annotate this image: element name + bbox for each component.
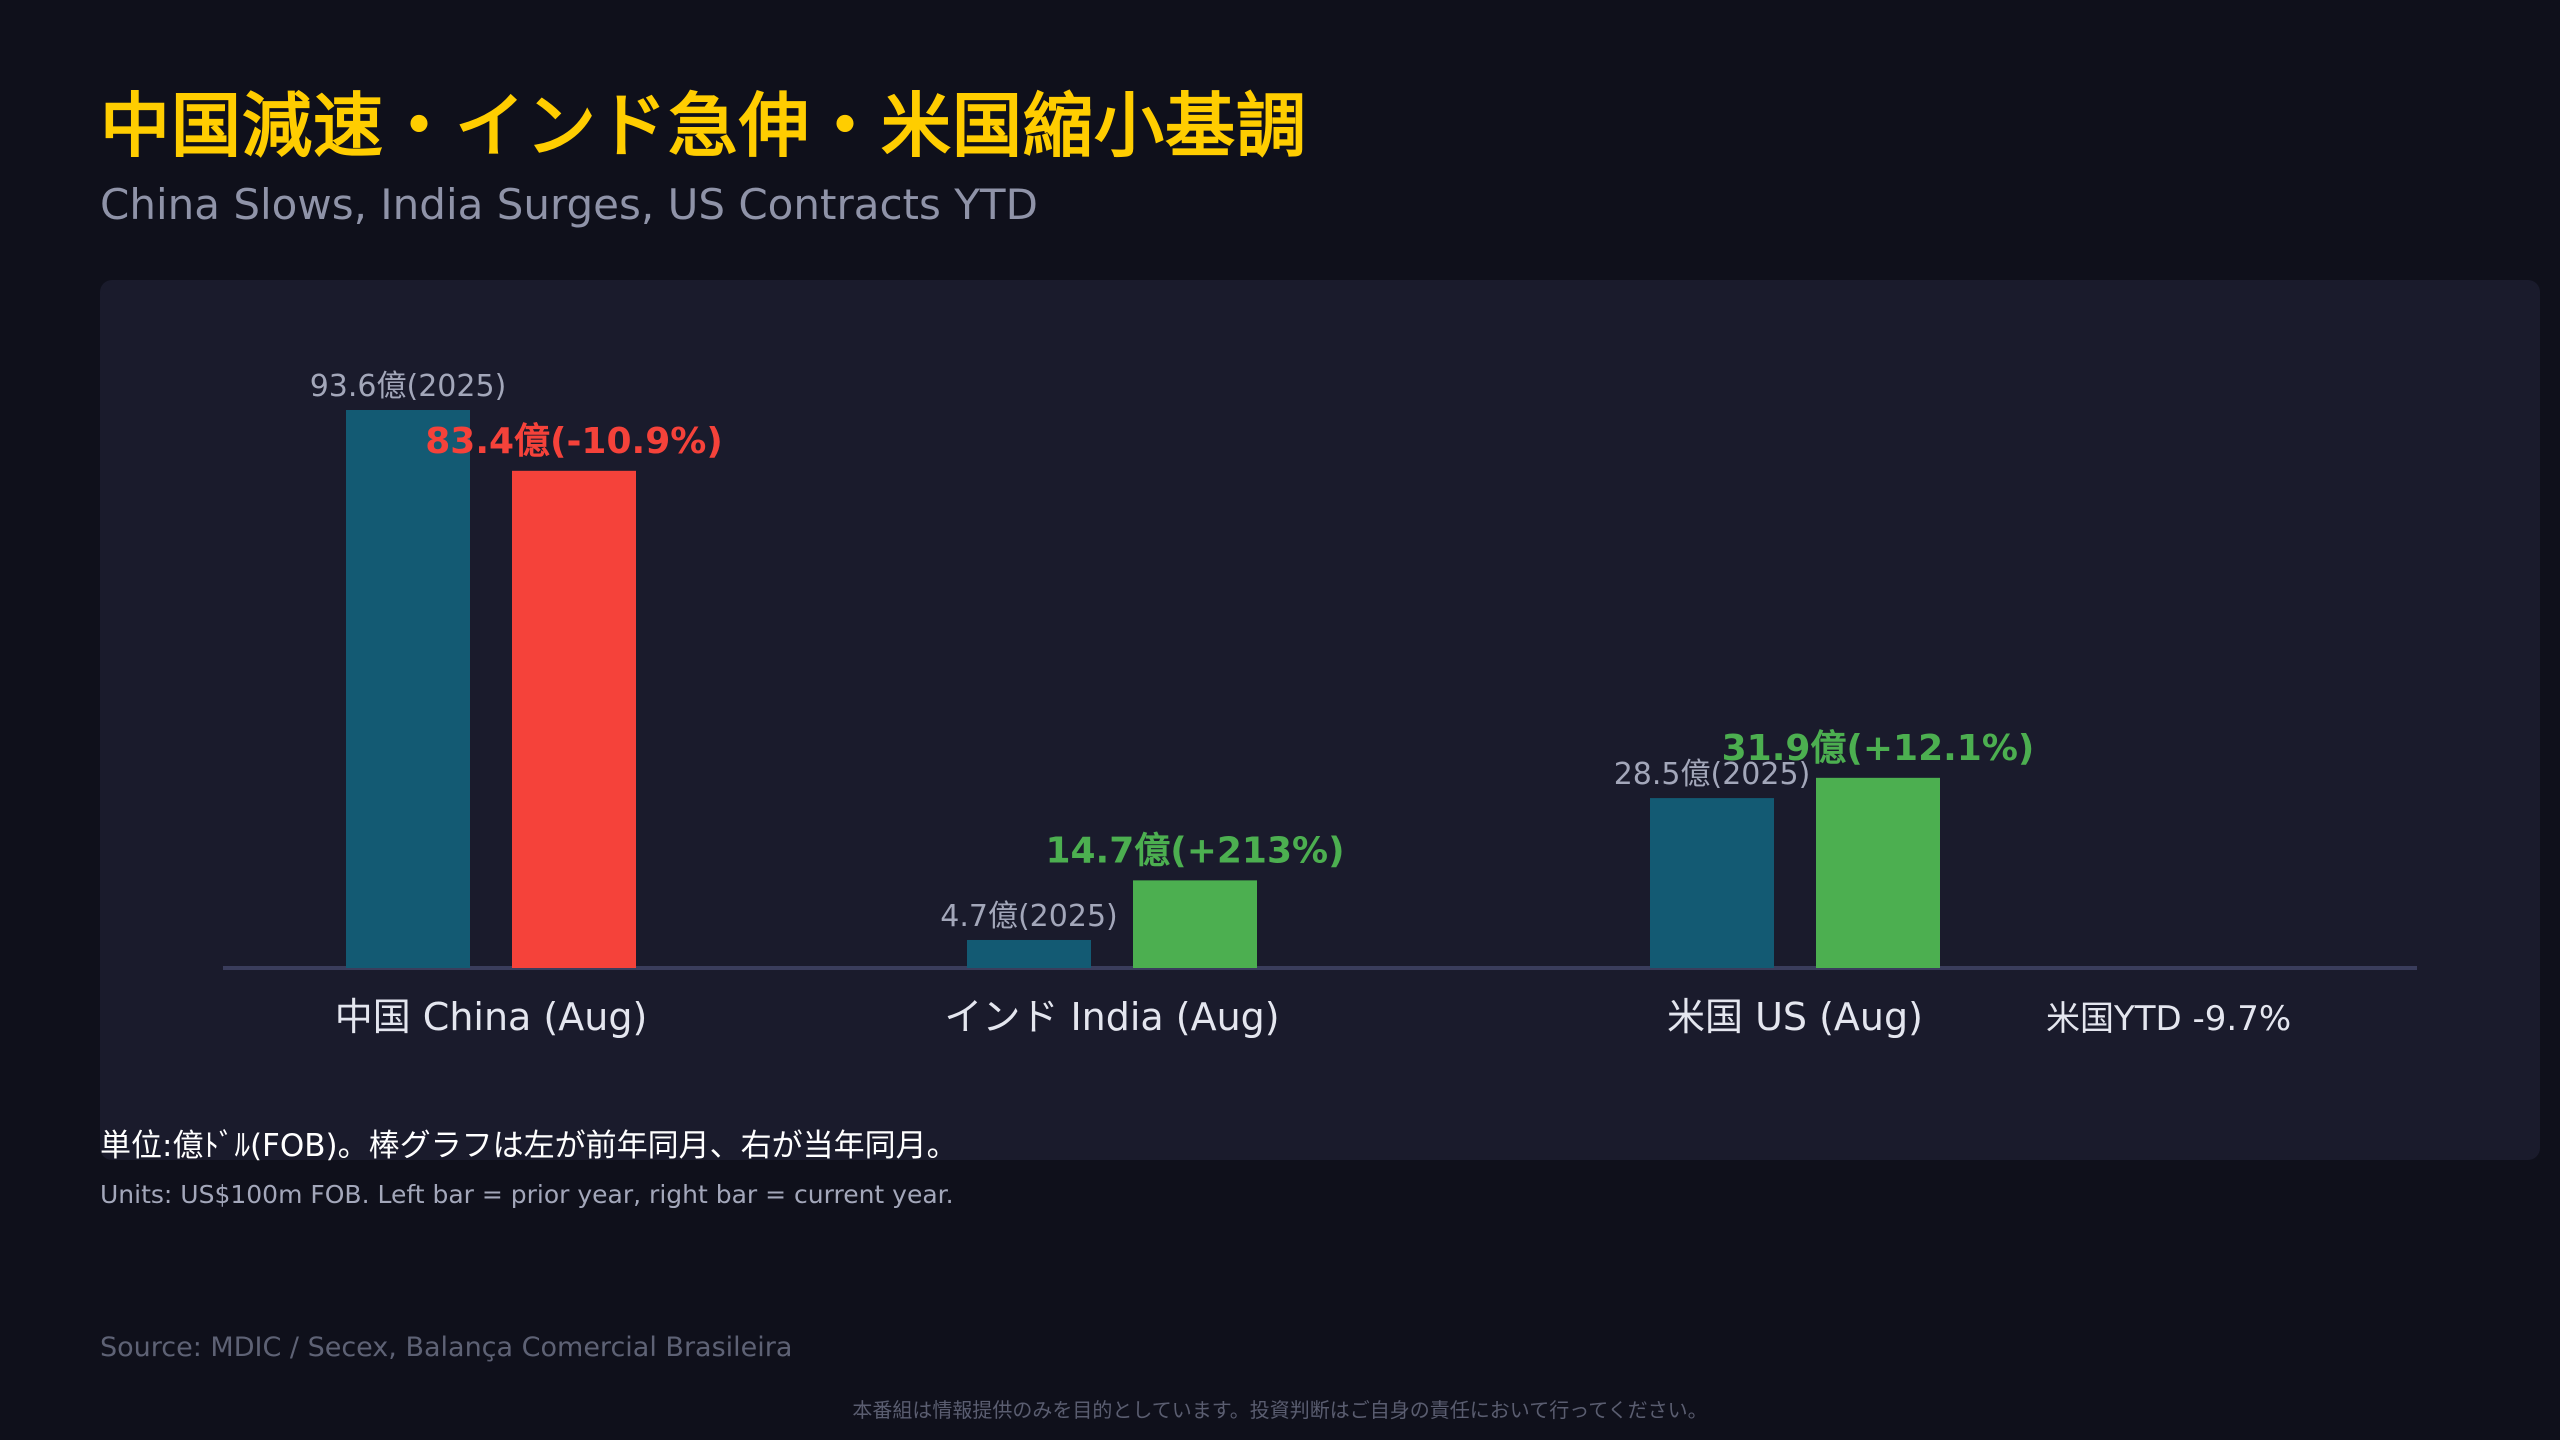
- data-label-current: 14.7億(+213%): [1045, 830, 1344, 871]
- data-label-prior: 28.5億(2025): [1614, 757, 1811, 792]
- data-label-prior: 93.6億(2025): [310, 369, 507, 404]
- data-label-prior: 4.7億(2025): [940, 899, 1117, 934]
- data-label-current: 83.4億(-10.9%): [425, 421, 723, 462]
- data-label-current: 31.9億(+12.1%): [1722, 728, 2035, 769]
- page-subtitle: China Slows, India Surges, US Contracts …: [100, 180, 1038, 229]
- us-ytd-annotation: 米国YTD -9.7%: [2046, 999, 2291, 1039]
- units-note-en: Units: US$100m FOB. Left bar = prior yea…: [100, 1180, 954, 1209]
- units-note-jp: 単位:億ﾄﾞﾙ(FOB)。棒グラフは左が前年同月、右が当年同月。: [100, 1128, 958, 1164]
- bar-chart: 93.6億(2025) 83.4億(-10.9%) 中国 China (Aug) 4.…: [223, 369, 2417, 1039]
- bar-prior-year: [967, 939, 1091, 968]
- page-title: 中国減速・インド急伸・米国縮小基調: [100, 85, 1307, 167]
- bar-prior-year: [346, 410, 470, 968]
- x-tick-label: 米国 US (Aug): [1667, 995, 1923, 1039]
- x-tick-label: 中国 China (Aug): [335, 995, 648, 1039]
- disclaimer: 本番組は情報提供のみを目的としています。投資判断はご自身の責任において行ってくだ…: [852, 1398, 1708, 1422]
- bar-current-year: [1133, 880, 1257, 968]
- chart-panel: 93.6億(2025) 83.4億(-10.9%) 中国 China (Aug) 4.…: [100, 280, 2540, 1160]
- x-tick-label: インド India (Aug): [944, 995, 1279, 1039]
- bar-prior-year: [1650, 798, 1774, 968]
- source-note: Source: MDIC / Secex, Balança Comercial …: [100, 1332, 793, 1363]
- bar-current-year: [1816, 777, 1940, 968]
- bar-current-year: [512, 470, 636, 968]
